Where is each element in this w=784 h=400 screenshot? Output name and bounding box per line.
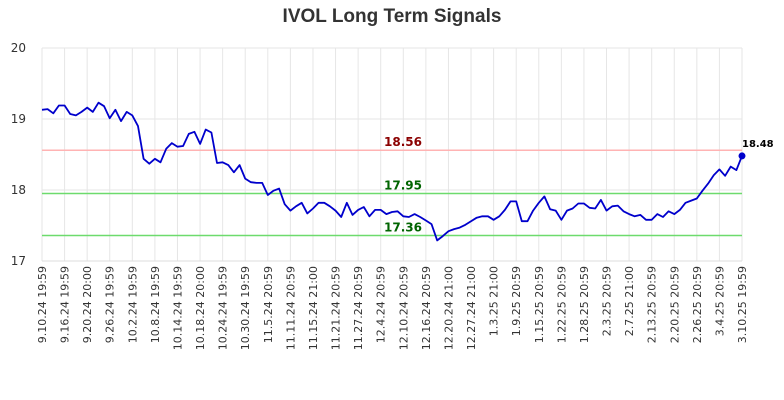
- x-tick-label: 11.11.24 20:59: [284, 266, 297, 350]
- x-tick-label: 2.7.25 21:00: [623, 266, 636, 336]
- x-tick-label: 11.5.24 20:59: [262, 266, 275, 343]
- x-tick-label: 12.10.24 20:59: [397, 266, 410, 350]
- x-tick-label: 9.26.24 19:59: [104, 266, 117, 343]
- x-tick-label: 2.26.25 20:59: [691, 266, 704, 343]
- x-tick-label: 9.16.24 19:59: [59, 266, 72, 343]
- x-tick-label: 1.15.25 20:59: [533, 266, 546, 343]
- reference-line-label: 17.95: [384, 179, 422, 193]
- x-tick-label: 12.16.24 20:59: [420, 266, 433, 350]
- x-tick-label: 1.22.25 20:59: [555, 266, 568, 343]
- x-tick-label: 1.28.25 20:59: [578, 266, 591, 343]
- x-tick-label: 10.14.24 19:59: [171, 266, 184, 350]
- y-tick-label: 17: [11, 254, 26, 268]
- x-tick-label: 10.18.24 20:00: [194, 266, 207, 350]
- y-tick-label: 19: [11, 112, 26, 126]
- x-tick-label: 12.4.24 20:59: [375, 266, 388, 343]
- y-tick-label: 18: [11, 183, 26, 197]
- x-tick-label: 12.27.24 21:00: [465, 266, 478, 350]
- x-tick-label: 3.4.25 20:59: [713, 266, 726, 336]
- x-tick-label: 10.2.24 19:59: [126, 266, 139, 343]
- chart-title: IVOL Long Term Signals: [282, 6, 502, 27]
- series-line: [41, 101, 743, 242]
- last-value-marker: [738, 152, 746, 160]
- x-tick-label: 2.20.25 20:59: [668, 266, 681, 343]
- x-tick-label: 11.15.24 21:00: [307, 266, 320, 350]
- x-tick-label: 9.10.24 19:59: [36, 266, 49, 343]
- last-value-label: 18.48: [742, 139, 774, 150]
- x-tick-label: 1.9.25 20:59: [510, 266, 523, 336]
- x-tick-label: 11.27.24 20:59: [352, 266, 365, 350]
- reference-line-label: 18.56: [384, 135, 422, 149]
- x-tick-label: 12.20.24 21:00: [442, 266, 455, 350]
- reference-line-label: 17.36: [384, 220, 422, 234]
- x-tick-label: 2.3.25 20:59: [601, 266, 614, 336]
- x-tick-label: 10.24.24 19:59: [217, 266, 230, 350]
- x-tick-label: 10.8.24 19:59: [149, 266, 162, 343]
- x-tick-label: 9.20.24 20:00: [81, 266, 94, 343]
- x-tick-label: 10.30.24 19:59: [239, 266, 252, 350]
- x-tick-label: 1.3.25 21:00: [488, 266, 501, 336]
- x-tick-label: 3.10.25 19:59: [736, 266, 749, 343]
- y-tick-label: 20: [11, 41, 26, 55]
- x-tick-label: 2.13.25 20:59: [646, 266, 659, 343]
- x-tick-label: 11.21.24 20:59: [330, 266, 343, 350]
